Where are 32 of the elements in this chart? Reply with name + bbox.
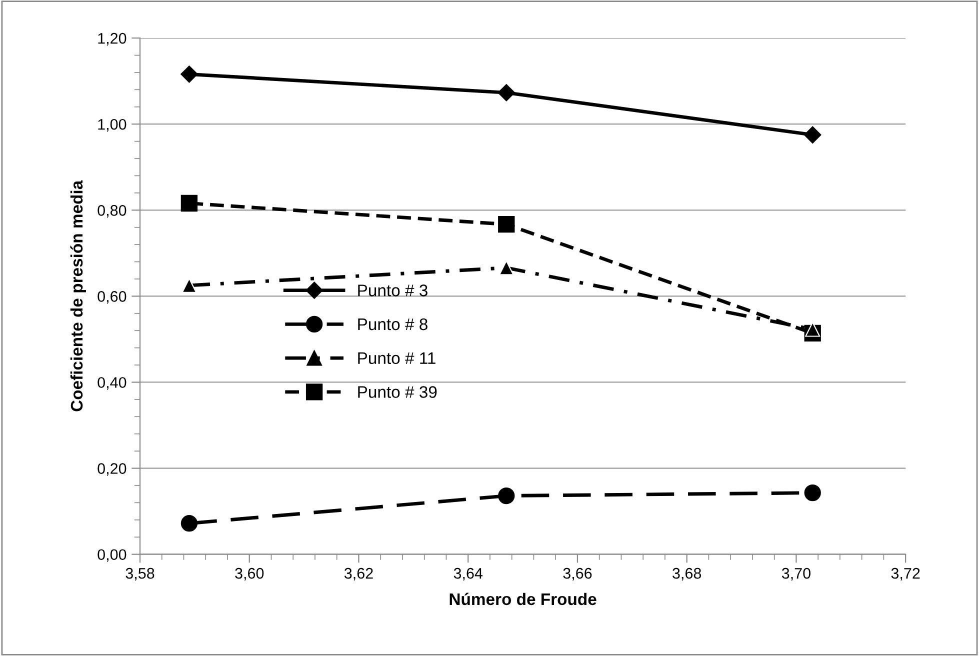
legend-label: Punto # 11 xyxy=(358,352,436,364)
point xyxy=(180,66,198,83)
y-axis-title: Coeficiente de presión media xyxy=(70,180,86,412)
x-tick-label: 3,70 xyxy=(782,568,810,581)
y-tick-label: 0,20 xyxy=(98,463,126,476)
x-tick-label: 3,58 xyxy=(126,568,154,581)
point xyxy=(182,278,197,293)
point xyxy=(498,84,515,102)
point xyxy=(804,126,822,144)
y-tick-label: 0,40 xyxy=(98,377,126,390)
x-tick-label: 3,62 xyxy=(344,568,373,581)
x-tick-label: 3,64 xyxy=(454,568,483,581)
y-tick-label: 1,00 xyxy=(98,118,126,132)
point xyxy=(498,487,515,504)
point xyxy=(180,194,198,212)
x-tick-label: 3,68 xyxy=(672,568,702,581)
legend-label: Punto # 3 xyxy=(358,284,428,296)
x-axis-title: Número de Froude xyxy=(450,592,596,606)
point xyxy=(180,515,198,532)
point xyxy=(498,260,514,276)
y-tick-label: 0,80 xyxy=(98,205,126,218)
y-tick-label: 1,20 xyxy=(98,32,126,46)
x-tick-label: 3,72 xyxy=(891,568,920,581)
point xyxy=(498,216,515,233)
y-tick-label: 0,00 xyxy=(98,549,126,562)
legend-label: Punto # 39 xyxy=(358,386,437,398)
point xyxy=(805,322,820,337)
legend-label: Punto # 8 xyxy=(358,318,428,330)
x-tick-label: 3,66 xyxy=(563,568,592,581)
x-tick-label: 3,60 xyxy=(235,568,264,581)
y-tick-label: 0,60 xyxy=(98,291,126,304)
point xyxy=(804,484,821,502)
